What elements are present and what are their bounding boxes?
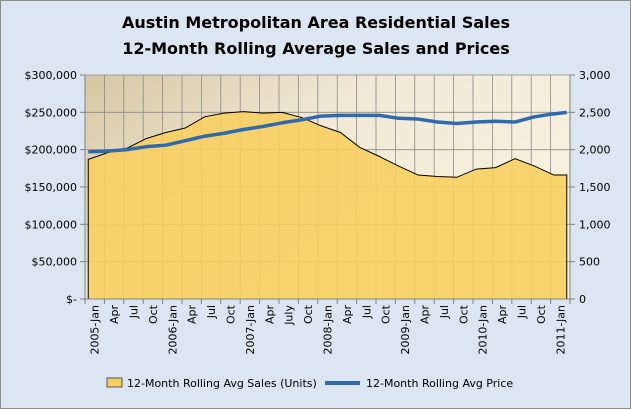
x-tick-label: Apr: [263, 305, 276, 325]
x-tick-label: Apr: [419, 305, 432, 325]
y-right-tick-label: 2,000: [579, 144, 611, 157]
price-line: [88, 110, 567, 154]
y-left-tick-label: $-: [66, 293, 77, 306]
x-tick-label: Jul: [516, 305, 529, 319]
x-tick-label: 2011-Jan: [554, 305, 567, 355]
y-right-tick-label: 3,000: [579, 69, 611, 82]
x-tick-label: Apr: [108, 305, 121, 325]
x-tick-label: 2007-Jan: [244, 305, 257, 355]
y-left-tick-label: $200,000: [25, 144, 78, 157]
y-right-tick-label: 2,500: [579, 106, 611, 119]
y-left-tick-label: $150,000: [25, 181, 78, 194]
legend-swatch-sales: [106, 377, 123, 388]
y-right-tick-label: 1,500: [579, 181, 611, 194]
legend-label-sales: 12-Month Rolling Avg Sales (Units): [127, 377, 317, 390]
chart-subtitle: 12-Month Rolling Average Sales and Price…: [122, 39, 510, 58]
y-right-tick-label: 1,000: [579, 218, 611, 231]
x-tick-label: Jul: [205, 305, 218, 319]
chart-title: Austin Metropolitan Area Residential Sal…: [122, 13, 510, 32]
sales-area-outline: [87, 111, 568, 299]
y-left-tick-label: $100,000: [25, 218, 78, 231]
x-tick-label: Apr: [341, 305, 354, 325]
sales-area: [88, 111, 567, 299]
x-tick-label: Oct: [225, 304, 238, 324]
x-tick-label: July: [283, 305, 296, 326]
x-tick-label: Jul: [128, 305, 141, 319]
y-left-tick-label: $300,000: [25, 69, 78, 82]
x-tick-label: 2010-Jan: [477, 305, 490, 355]
y-left-tick-label: $50,000: [32, 256, 78, 269]
x-tick-label: Oct: [535, 304, 548, 324]
x-tick-label: Oct: [302, 304, 315, 324]
x-tick-label: 2006-Jan: [166, 305, 179, 355]
x-tick-label: Oct: [457, 304, 470, 324]
legend: 12-Month Rolling Avg Sales (Units) 12-Mo…: [106, 377, 513, 390]
x-tick-label: Apr: [496, 305, 509, 325]
x-tick-label: 2008-Jan: [322, 305, 335, 355]
legend-label-price: 12-Month Rolling Avg Price: [366, 377, 513, 390]
y-right-tick-label: 0: [579, 293, 586, 306]
x-tick-label: Apr: [186, 305, 199, 325]
x-tick-label: Jul: [360, 305, 373, 319]
x-tick-label: 2005-Jan: [89, 305, 102, 355]
x-tick-label: Jul: [438, 305, 451, 319]
x-tick-label: Oct: [380, 304, 393, 324]
x-tick-label: Oct: [147, 304, 160, 324]
x-tick-label: 2009-Jan: [399, 305, 412, 355]
y-left-tick-label: $250,000: [25, 106, 78, 119]
y-right-tick-label: 500: [579, 256, 600, 269]
